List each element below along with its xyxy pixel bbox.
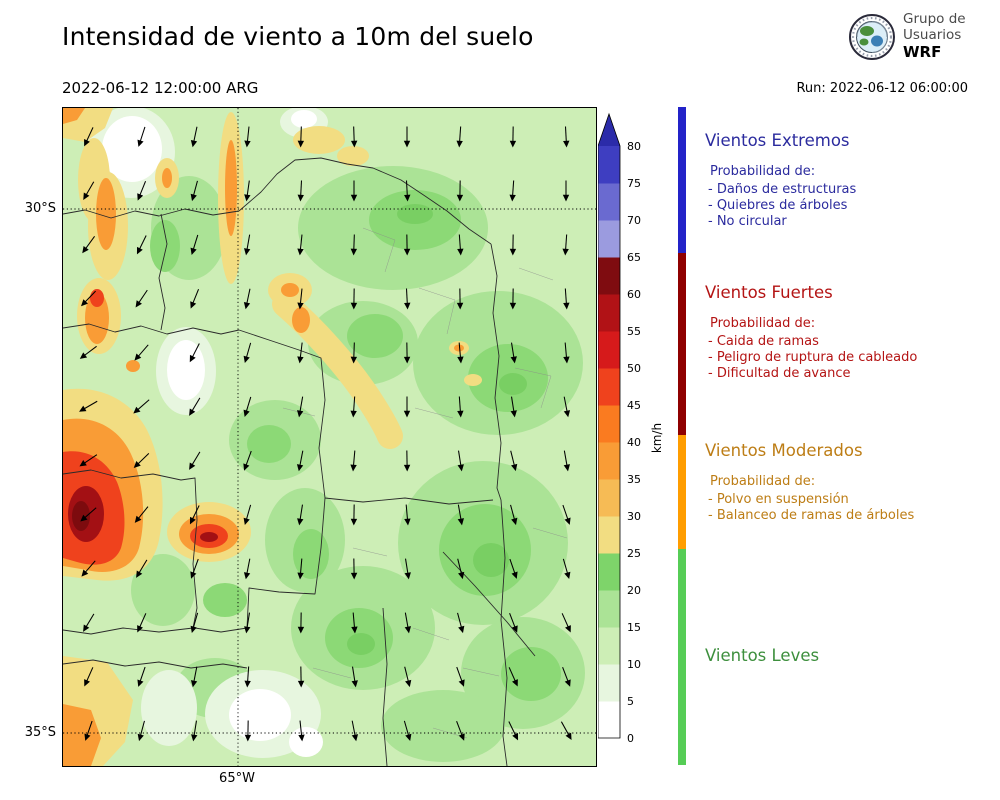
legend-subtitle-extremos: Probabilidad de: (710, 164, 816, 179)
legend-title-moderados: Vientos Moderados (705, 441, 863, 460)
svg-text:55: 55 (627, 325, 641, 338)
svg-text:25: 25 (627, 547, 641, 560)
valid-time-label: 2022-06-12 12:00:00 ARG (62, 79, 259, 97)
globe-icon (849, 13, 895, 60)
legend-item: - Polvo en suspensión (708, 492, 849, 507)
legend-item: - Dificultad de avance (708, 365, 851, 381)
svg-text:10: 10 (627, 658, 641, 671)
legend-section-fuertes: Vientos Fuertes Probabilidad de: - Caida… (705, 283, 990, 382)
legend-bar-extremos (678, 107, 686, 253)
legend-bar-moderados (678, 435, 686, 549)
legend-section-moderados: Vientos Moderados Probabilidad de: - Pol… (705, 441, 990, 524)
legend-item: - Peligro de ruptura de cableado (708, 349, 918, 365)
lat-tick-30s: 30°S (24, 201, 56, 216)
legend-item: - Daños de estructuras (708, 182, 857, 197)
legend-item: - No circular (708, 213, 787, 229)
svg-text:40: 40 (627, 436, 641, 449)
svg-text:30: 30 (627, 510, 641, 523)
legend-item: - Quiebres de árboles (708, 197, 848, 213)
wind-intensity-map (62, 107, 597, 767)
svg-text:60: 60 (627, 288, 641, 301)
legend-item: - Balanceo de ramas de árboles (708, 507, 915, 523)
svg-text:15: 15 (627, 621, 641, 634)
wind-speed-field (63, 108, 596, 766)
legend-section-extremos: Vientos Extremos Probabilidad de: - Daño… (705, 131, 990, 230)
svg-text:65: 65 (627, 251, 641, 264)
run-time-label: Run: 2022-06-12 06:00:00 (796, 81, 968, 96)
legend-title-extremos: Vientos Extremos (705, 131, 850, 150)
legend-title-leves: Vientos Leves (705, 646, 820, 665)
wrf-logo: Grupo de Usuarios WRF (848, 11, 966, 62)
logo-text-line1: Grupo de (903, 11, 966, 27)
svg-text:km/h: km/h (650, 423, 664, 453)
province-borders (63, 157, 536, 766)
lat-tick-35s: 35°S (24, 725, 56, 740)
lat-lon-gridlines (63, 108, 596, 766)
page-title: Intensidad de viento a 10m del suelo (62, 22, 534, 51)
svg-text:5: 5 (627, 695, 634, 708)
svg-text:75: 75 (627, 177, 641, 190)
legend-subtitle-fuertes: Probabilidad de: (710, 316, 816, 331)
svg-text:45: 45 (627, 399, 641, 412)
legend-section-leves: Vientos Leves (705, 646, 990, 679)
legend-title-fuertes: Vientos Fuertes (705, 283, 833, 302)
wind-direction-arrows (79, 126, 572, 742)
svg-text:80: 80 (627, 140, 641, 153)
legend-subtitle-moderados: Probabilidad de: (710, 474, 816, 489)
legend-item: - Caida de ramas (708, 334, 819, 349)
svg-text:35: 35 (627, 473, 641, 486)
legend-bar-fuertes (678, 253, 686, 435)
logo-text-wrf: WRF (903, 42, 942, 61)
svg-text:0: 0 (627, 732, 634, 745)
colorbar: 0 5 10 15 20 25 30 35 40 45 50 55 60 65 70 75 80 km/h (598, 112, 664, 745)
logo-text: Grupo de Usuarios WRF (903, 11, 966, 62)
logo-text-line2: Usuarios (903, 26, 962, 43)
svg-text:20: 20 (627, 584, 641, 597)
lon-tick-65w: 65°W (219, 771, 255, 786)
svg-text:50: 50 (627, 362, 641, 375)
svg-text:70: 70 (627, 214, 641, 227)
legend-bar-leves (678, 549, 686, 765)
